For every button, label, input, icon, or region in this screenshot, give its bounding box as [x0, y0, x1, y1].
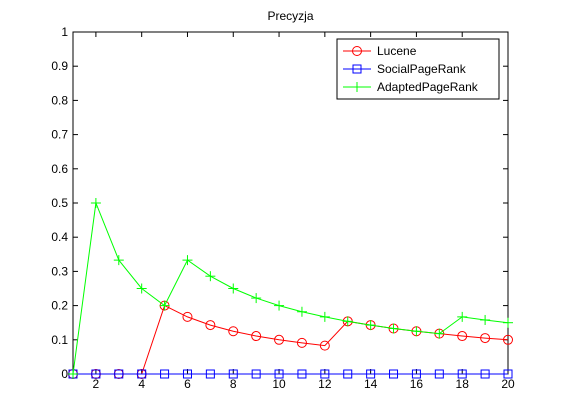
- data-point: [91, 369, 101, 379]
- data-point: [228, 283, 239, 294]
- x-tick-label: 16: [410, 377, 424, 391]
- data-point: [388, 323, 399, 334]
- series-adaptedpagerank: [68, 198, 513, 379]
- data-point: [205, 320, 216, 331]
- series-socialpagerank: [68, 369, 513, 379]
- data-point: [411, 369, 421, 379]
- data-point: [136, 283, 147, 294]
- data-point: [296, 337, 307, 348]
- data-point: [503, 317, 513, 328]
- data-point: [228, 369, 238, 379]
- data-point: [389, 369, 399, 379]
- data-point: [114, 369, 124, 379]
- chart-title: Precyzja: [267, 9, 313, 23]
- data-point: [228, 326, 239, 337]
- data-point: [319, 340, 330, 351]
- y-tick-label: 0.3: [51, 264, 68, 278]
- data-point: [68, 369, 78, 379]
- data-point: [503, 369, 513, 379]
- data-point: [205, 369, 215, 379]
- x-tick-label: 20: [501, 377, 515, 391]
- data-point: [366, 369, 376, 379]
- data-point: [480, 314, 491, 325]
- data-point: [90, 198, 101, 208]
- data-point: [137, 369, 147, 379]
- data-point: [296, 306, 307, 317]
- data-point: [113, 255, 124, 266]
- y-tick-label: 0.6: [51, 162, 68, 176]
- legend-marker: [352, 82, 362, 92]
- data-point: [251, 331, 262, 342]
- y-tick-label: 0.8: [51, 93, 68, 107]
- data-point: [342, 316, 353, 327]
- x-tick-label: 8: [230, 377, 237, 391]
- y-tick-label: 0.9: [51, 59, 68, 73]
- data-point: [457, 311, 468, 322]
- data-point: [320, 369, 330, 379]
- data-point: [480, 333, 491, 344]
- y-tick-label: 0.5: [51, 196, 68, 210]
- legend-marker: [352, 46, 362, 56]
- x-tick-label: 12: [318, 377, 332, 391]
- y-tick-label: 1: [61, 25, 68, 39]
- x-tick-label: 2: [93, 377, 100, 391]
- data-point: [297, 369, 307, 379]
- data-point: [274, 369, 284, 379]
- legend-label: Lucene: [377, 44, 417, 58]
- x-tick-label: 14: [364, 377, 378, 391]
- data-point: [251, 293, 262, 304]
- x-tick-label: 10: [272, 377, 286, 391]
- y-tick-label: 0.4: [51, 230, 68, 244]
- data-point: [457, 331, 468, 342]
- data-point: [205, 271, 216, 282]
- data-point: [434, 328, 445, 339]
- data-point: [182, 255, 193, 266]
- legend-item: SocialPageRank: [343, 62, 467, 76]
- legend-label: SocialPageRank: [377, 62, 467, 76]
- data-point: [480, 369, 490, 379]
- data-point: [434, 369, 444, 379]
- legend-label: AdaptedPageRank: [377, 80, 479, 94]
- x-tick-label: 6: [184, 377, 191, 391]
- data-point: [457, 369, 467, 379]
- y-tick-label: 0.1: [51, 333, 68, 347]
- y-tick-label: 0.7: [51, 128, 68, 142]
- series-layer: [68, 198, 513, 379]
- data-point: [182, 369, 192, 379]
- legend-item: Lucene: [343, 44, 417, 58]
- data-point: [160, 369, 170, 379]
- data-point: [319, 311, 330, 322]
- data-point: [274, 300, 285, 311]
- legend-item: AdaptedPageRank: [343, 80, 479, 94]
- legend-marker: [352, 64, 362, 74]
- data-point: [182, 311, 193, 322]
- legend: Lucene SocialPageRank AdaptedPageRank: [336, 38, 500, 100]
- data-point: [503, 334, 513, 345]
- data-point: [365, 320, 376, 331]
- data-point: [274, 334, 285, 345]
- y-tick-label: 0.2: [51, 299, 68, 313]
- data-point: [411, 326, 422, 337]
- x-tick-label: 4: [138, 377, 145, 391]
- data-point: [343, 369, 353, 379]
- data-point: [251, 369, 261, 379]
- x-tick-label: 18: [456, 377, 470, 391]
- y-tick-label: 0: [61, 367, 68, 381]
- data-point: [159, 300, 170, 311]
